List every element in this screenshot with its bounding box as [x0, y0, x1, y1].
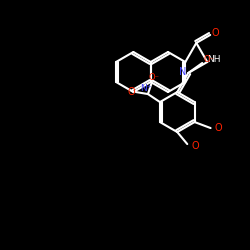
Text: N⁺: N⁺	[140, 84, 152, 92]
Text: NH: NH	[208, 54, 221, 64]
Text: O: O	[211, 28, 219, 38]
Text: N: N	[178, 67, 186, 77]
Text: O: O	[127, 87, 135, 97]
Text: O: O	[215, 123, 222, 133]
Text: O⁻: O⁻	[148, 72, 160, 82]
Text: O⁻: O⁻	[204, 56, 215, 64]
Text: O: O	[192, 141, 199, 151]
